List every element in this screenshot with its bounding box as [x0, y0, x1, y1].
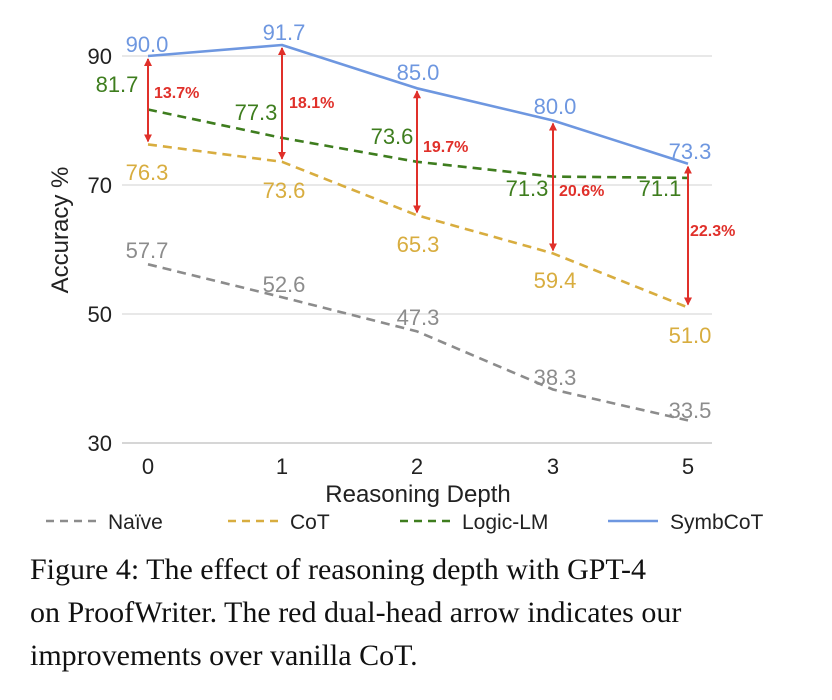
- data-label-cot-3: 59.4: [534, 268, 577, 293]
- improvement-label-0: 13.7%: [154, 85, 199, 102]
- x-tick-label-2: 2: [411, 454, 423, 479]
- x-tick-label-1: 1: [276, 454, 288, 479]
- x-tick-label-5: 5: [682, 454, 694, 479]
- caption-line-1: Figure 4: The effect of reasoning depth …: [30, 553, 646, 586]
- y-tick-label-90: 90: [88, 44, 112, 69]
- caption-line-2: on ProofWriter. The red dual-head arrow …: [30, 596, 682, 629]
- data-labels: 57.7 52.6 47.3 38.3 33.5 76.3 73.6 65.3 59.4 51.0…: [96, 20, 712, 423]
- series-line-symbcot: [147, 43, 689, 165]
- improvement-label-2: 19.7%: [423, 139, 468, 156]
- series-line-cot: [147, 143, 689, 309]
- figure-caption: Figure 4: The effect of reasoning depth …: [30, 548, 810, 677]
- y-tick-label-30: 30: [88, 431, 112, 456]
- x-tick-labels: 0 1 2 3 5: [142, 454, 694, 479]
- data-label-cot-2: 65.3: [397, 232, 440, 257]
- improvement-label-4: 22.3%: [690, 223, 735, 240]
- data-label-logic-lm-0: 81.7: [96, 72, 139, 97]
- y-axis-label: Accuracy %: [47, 167, 74, 294]
- y-tick-label-50: 50: [88, 302, 112, 327]
- legend-label-logic-lm: Logic-LM: [462, 511, 548, 534]
- data-label-na-ve-1: 52.6: [263, 272, 306, 297]
- data-label-symbcot-3: 80.0: [534, 94, 577, 119]
- data-label-logic-lm-3: 71.3: [506, 176, 549, 201]
- improvement-label-3: 20.6%: [559, 183, 604, 200]
- x-axis-label: Reasoning Depth: [325, 481, 510, 508]
- x-tick-label-3: 3: [547, 454, 559, 479]
- data-label-symbcot-2: 85.0: [397, 60, 440, 85]
- data-label-cot-0: 76.3: [126, 160, 169, 185]
- data-label-logic-lm-4: 71.1: [639, 176, 682, 201]
- y-tick-labels: 30 50 70 90: [88, 44, 112, 456]
- legend-label-symbcot: SymbCoT: [670, 511, 764, 534]
- legend-label-cot: CoT: [290, 511, 330, 534]
- series-line-na-ve: [147, 263, 689, 422]
- data-label-symbcot-0: 90.0: [126, 32, 169, 57]
- y-tick-label-70: 70: [88, 173, 112, 198]
- data-label-logic-lm-1: 77.3: [235, 100, 278, 125]
- data-label-na-ve-4: 33.5: [669, 398, 712, 423]
- data-label-cot-1: 73.6: [263, 178, 306, 203]
- x-tick-label-0: 0: [142, 454, 154, 479]
- data-label-logic-lm-2: 73.6: [371, 124, 414, 149]
- caption-line-3: improvements over vanilla CoT.: [30, 639, 418, 672]
- data-label-symbcot-1: 91.7: [263, 20, 306, 45]
- legend-label-na-ve: Naïve: [108, 511, 163, 534]
- data-label-na-ve-3: 38.3: [534, 365, 577, 390]
- line-chart: 30 50 70 90 0 1 2 3 5 13.7% 18.1% 19.7% 20.6% 22.3%…: [46, 20, 764, 534]
- legend: Naïve CoT Logic-LM SymbCoT: [46, 511, 764, 534]
- improvement-label-1: 18.1%: [289, 95, 334, 112]
- data-label-symbcot-4: 73.3: [669, 139, 712, 164]
- data-label-na-ve-2: 47.3: [397, 305, 440, 330]
- improvement-arrows: 13.7% 18.1% 19.7% 20.6% 22.3%: [144, 47, 735, 306]
- data-label-na-ve-0: 57.7: [126, 238, 169, 263]
- data-label-cot-4: 51.0: [669, 323, 712, 348]
